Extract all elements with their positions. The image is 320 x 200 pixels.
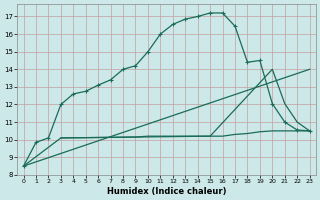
X-axis label: Humidex (Indice chaleur): Humidex (Indice chaleur) (107, 187, 226, 196)
